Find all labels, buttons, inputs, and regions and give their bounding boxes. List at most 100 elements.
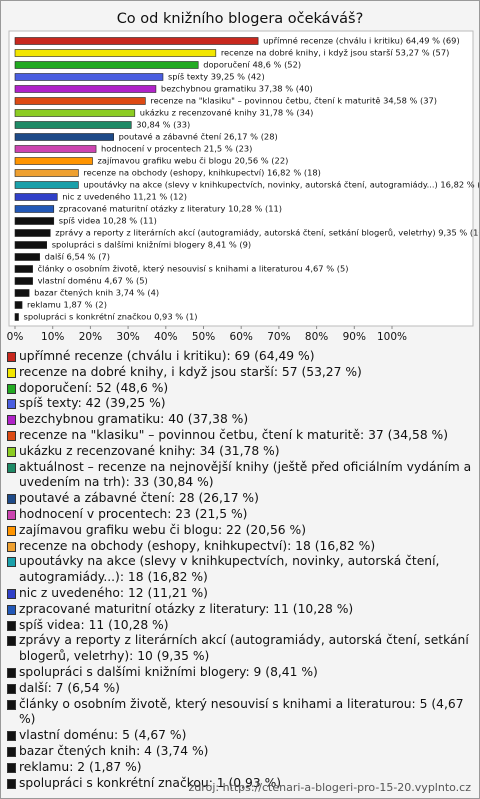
legend-swatch <box>7 430 16 441</box>
bar <box>14 37 259 45</box>
x-tick-label: 90% <box>343 331 366 343</box>
value-label: poutavé a zábavné čtení 26,17 % (28) <box>119 132 278 142</box>
legend-label: reklamu: 2 (1,87 %) <box>19 759 142 774</box>
legend-label: zpracované maturitní otázky z literatury… <box>19 601 354 616</box>
legend-label: nic z uvedeného: 12 (11,21 %) <box>19 585 208 600</box>
legend-item: bezchybnou gramatiku: 40 (37,38 %) <box>7 412 473 428</box>
value-label: recenze na dobré knihy, i když jsou star… <box>221 48 450 58</box>
bar <box>14 205 55 213</box>
legend-label: ukázku z recenzované knihy: 34 (31,78 %) <box>19 443 280 458</box>
legend-item: spíš texty: 42 (39,25 %) <box>7 396 473 412</box>
bar <box>14 313 19 321</box>
value-label: upoutávky na akce (slevy v knihkupectvíc… <box>83 180 479 190</box>
legend-item: doporučení: 52 (48,6 %) <box>7 381 473 397</box>
x-tick-label: 80% <box>305 331 328 343</box>
value-label: 30,84 % (33) <box>136 120 190 130</box>
legend-swatch <box>7 494 16 505</box>
legend-swatch <box>7 541 16 552</box>
legend-label: spolupráci s dalšími knižními blogery: 9… <box>19 664 318 679</box>
legend-label: recenze na dobré knihy, i když jsou star… <box>19 364 362 379</box>
bar <box>14 145 97 153</box>
legend-swatch <box>7 462 16 473</box>
x-tick-label: 70% <box>267 331 290 343</box>
legend-label: upoutávky na akce (slevy v knihkupectvíc… <box>19 554 440 585</box>
legend-label: články o osobním životě, který nesouvisí… <box>19 696 464 727</box>
bar <box>14 73 164 81</box>
legend-item: upřímné recenze (chválu i kritiku): 69 (… <box>7 349 473 365</box>
value-label: spíš texty 39,25 % (42) <box>168 72 265 82</box>
legend-item: zajímavou grafiku webu či blogu: 22 (20,… <box>7 523 473 539</box>
bar <box>14 133 114 141</box>
legend-swatch <box>7 415 16 426</box>
bar <box>14 157 93 165</box>
value-label: další 6,54 % (7) <box>45 252 110 262</box>
legend: upřímné recenze (chválu i kritiku): 69 (… <box>7 349 473 791</box>
legend-label: recenze na obchody (eshopy, knihkupectví… <box>19 538 376 553</box>
legend-swatch <box>7 367 16 378</box>
legend-item: spolupráci s konkrétní značkou: 1 (0,93 … <box>7 776 473 792</box>
legend-item: aktuálnost – recenze na nejnovější knihy… <box>7 460 473 492</box>
bar <box>14 241 48 249</box>
legend-swatch <box>7 525 16 536</box>
legend-item: bazar čtených knih: 4 (3,74 %) <box>7 744 473 760</box>
legend-item: články o osobním životě, který nesouvisí… <box>7 697 473 729</box>
legend-swatch <box>7 588 16 599</box>
value-label: zpracované maturitní otázky z literatury… <box>59 204 282 214</box>
legend-item: další: 7 (6,54 %) <box>7 681 473 697</box>
x-tick-label: 0% <box>7 331 24 343</box>
x-tick-label: 40% <box>154 331 177 343</box>
bar <box>14 121 132 129</box>
legend-item: reklamu: 2 (1,87 %) <box>7 760 473 776</box>
legend-item: ukázku z recenzované knihy: 34 (31,78 %) <box>7 444 473 460</box>
value-label: doporučení 48,6 % (52) <box>203 60 301 70</box>
value-label: zajímavou grafiku webu či blogu 20,56 % … <box>98 156 289 166</box>
legend-label: zprávy a reporty z literárních akcí (aut… <box>19 633 469 664</box>
value-label: bezchybnou gramatiku 37,38 % (40) <box>161 84 313 94</box>
legend-label: doporučení: 52 (48,6 %) <box>19 380 169 395</box>
bar <box>14 193 58 201</box>
value-label: spolupráci s konkrétní značkou 0,93 % (1… <box>24 312 198 322</box>
bar <box>14 265 33 273</box>
value-label: upřímné recenze (chválu i kritiku) 64,49… <box>263 36 460 46</box>
legend-label: vlastní doménu: 5 (4,67 %) <box>19 728 187 743</box>
legend-swatch <box>7 509 16 520</box>
legend-label: upřímné recenze (chválu i kritiku): 69 (… <box>19 349 315 363</box>
x-tick-label: 50% <box>192 331 215 343</box>
legend-swatch <box>7 731 16 742</box>
legend-item: spolupráci s dalšími knižními blogery: 9… <box>7 665 473 681</box>
legend-swatch <box>7 446 16 457</box>
legend-swatch <box>7 604 16 615</box>
legend-label: hodnocení v procentech: 23 (21,5 %) <box>19 506 248 521</box>
bar <box>14 169 79 177</box>
x-tick-label: 10% <box>41 331 64 343</box>
value-label: spolupráci s dalšími knižními blogery 8,… <box>52 240 251 250</box>
bar <box>14 277 33 285</box>
legend-swatch <box>7 620 16 631</box>
legend-label: bazar čtených knih: 4 (3,74 %) <box>19 743 209 758</box>
legend-item: nic z uvedeného: 12 (11,21 %) <box>7 586 473 602</box>
legend-label: aktuálnost – recenze na nejnovější knihy… <box>19 459 472 490</box>
chart: Co od knižního blogera očekáváš? 0% 10% 20… <box>7 11 479 343</box>
legend-swatch <box>7 667 16 678</box>
legend-item: upoutávky na akce (slevy v knihkupectvíc… <box>7 554 473 586</box>
legend-item: poutavé a zábavné čtení: 28 (26,17 %) <box>7 491 473 507</box>
legend-label: zajímavou grafiku webu či blogu: 22 (20,… <box>19 522 306 537</box>
legend-item: hodnocení v procentech: 23 (21,5 %) <box>7 507 473 523</box>
legend-swatch <box>7 778 16 789</box>
legend-label: recenze na "klasiku" – povinnou četbu, č… <box>19 427 449 442</box>
legend-item: recenze na "klasiku" – povinnou četbu, č… <box>7 428 473 444</box>
legend-item: zpracované maturitní otázky z literatury… <box>7 602 473 618</box>
bar <box>14 97 146 105</box>
bar <box>14 301 23 309</box>
legend-swatch <box>7 383 16 394</box>
value-label: reklamu 1,87 % (2) <box>27 300 107 310</box>
bar <box>14 49 217 57</box>
chart-title: Co od knižního blogera očekáváš? <box>117 11 364 27</box>
bar <box>14 181 79 189</box>
legend-label: spíš videa: 11 (10,28 %) <box>19 617 169 632</box>
legend-label: spíš texty: 42 (39,25 %) <box>19 396 166 411</box>
value-label: spíš videa 10,28 % (11) <box>59 216 157 226</box>
legend-label: spolupráci s konkrétní značkou: 1 (0,93 … <box>19 775 282 790</box>
value-label: ukázku z recenzované knihy 31,78 % (34) <box>140 108 314 118</box>
